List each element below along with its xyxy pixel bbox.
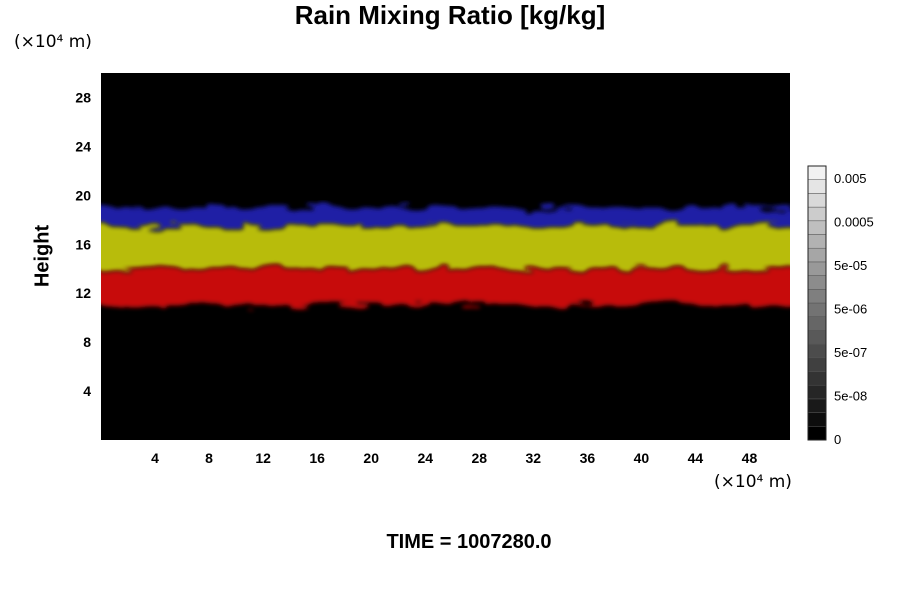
x-tick-label: 16 xyxy=(309,450,325,466)
colorbar-swatch xyxy=(807,179,827,194)
colorbar-swatch xyxy=(807,384,827,400)
colorbar-tick-label: 0.0005 xyxy=(834,215,874,230)
colorbar-swatch xyxy=(807,289,827,304)
y-tick-label: 28 xyxy=(75,89,91,105)
time-label: TIME = 1007280.0 xyxy=(386,531,552,553)
colorbar-tick-label: 5e-07 xyxy=(834,345,867,360)
x-tick-label: 44 xyxy=(688,450,704,466)
colorbar-swatch xyxy=(807,302,827,317)
y-axis-unit: (×10⁴ m) xyxy=(14,32,92,52)
colorbar-swatch xyxy=(807,357,827,372)
colorbar-swatch xyxy=(807,412,827,427)
y-tick-label: 8 xyxy=(83,334,91,350)
field-layer xyxy=(101,207,790,226)
field-layers xyxy=(101,207,790,306)
colorbar-tick-label: 5e-06 xyxy=(834,302,867,317)
colorbar-swatch xyxy=(807,426,827,441)
colorbar-tick-label: 0.005 xyxy=(834,171,867,186)
colorbar-swatch xyxy=(807,275,827,290)
colorbar-swatch xyxy=(807,220,827,235)
x-tick-label: 48 xyxy=(742,450,758,466)
colorbar-swatch xyxy=(807,234,827,249)
colorbar-swatch xyxy=(807,330,827,345)
x-tick-label: 40 xyxy=(634,450,650,466)
x-tick-label: 20 xyxy=(363,450,379,466)
colorbar-swatch xyxy=(807,165,827,180)
x-axis-unit: (×10⁴ m) xyxy=(714,472,792,492)
colorbar-tick-label: 5e-05 xyxy=(834,258,867,273)
x-tick-label: 8 xyxy=(205,450,213,466)
field-layer xyxy=(101,268,790,306)
colorbar-tick-label: 0 xyxy=(834,432,841,447)
colorbar-swatch xyxy=(807,398,827,413)
x-tick-label: 4 xyxy=(151,450,159,466)
colorbar-swatch xyxy=(807,247,827,263)
colorbar-swatch xyxy=(807,193,827,208)
colorbar-swatch xyxy=(807,371,827,386)
colorbar-swatch xyxy=(807,206,827,222)
y-tick-label: 4 xyxy=(83,383,91,399)
x-axis: 4 8 12 16 20 24 28 32 36 40 44 48 xyxy=(151,450,757,466)
colorbar-frame xyxy=(807,165,827,441)
x-tick-label: 28 xyxy=(471,450,487,466)
x-tick-label: 24 xyxy=(417,450,433,466)
y-tick-label: 12 xyxy=(75,285,91,301)
colorbar-swatch xyxy=(807,261,827,276)
colorbar: 0.005 0.0005 5e-05 5e-06 5e-07 5e-08 0 xyxy=(807,165,874,447)
chart-title: Rain Mixing Ratio [kg/kg] xyxy=(294,0,606,30)
colorbar-tick-label: 5e-08 xyxy=(834,389,867,404)
colorbar-swatch xyxy=(807,316,827,331)
x-tick-label: 12 xyxy=(255,450,271,466)
colorbar-swatch xyxy=(807,343,827,359)
y-tick-label: 16 xyxy=(75,236,91,252)
x-tick-label: 32 xyxy=(526,450,542,466)
x-tick-label: 36 xyxy=(580,450,596,466)
y-tick-label: 20 xyxy=(75,187,91,203)
y-axis: 4 8 12 16 20 24 28 xyxy=(75,89,91,399)
y-tick-label: 24 xyxy=(75,138,91,154)
field-layer xyxy=(101,225,790,269)
